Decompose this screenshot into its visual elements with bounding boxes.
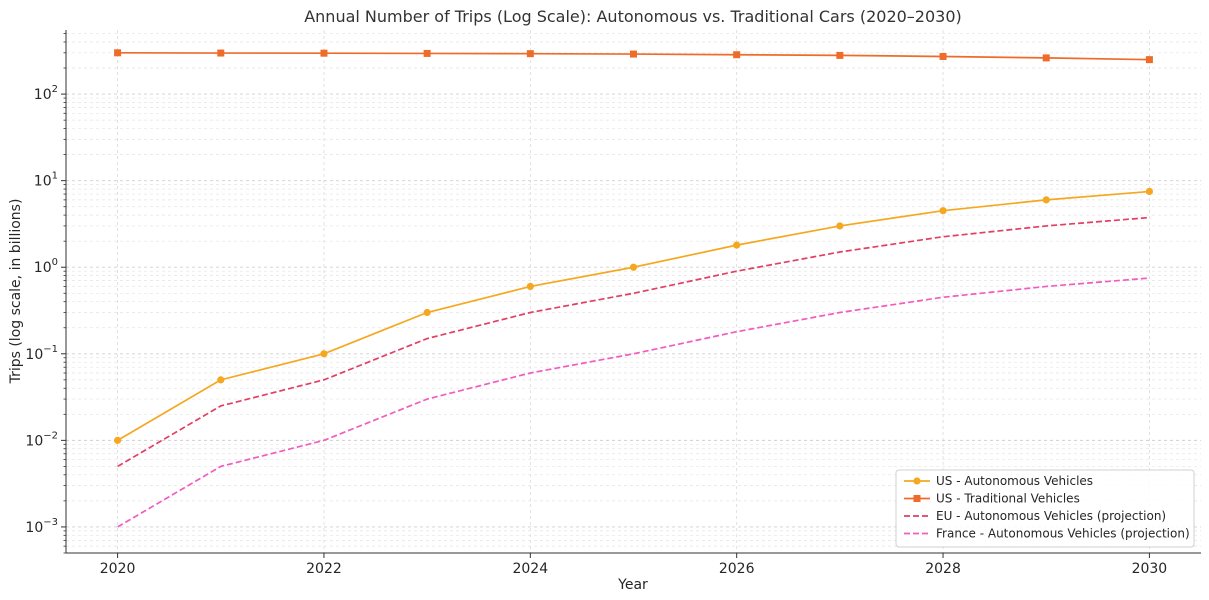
data-point [836, 222, 844, 230]
legend-label: France - Autonomous Vehicles (projection… [936, 527, 1190, 541]
y-axis-title: Trips (log scale, in billions) [8, 199, 24, 385]
legend-label: EU - Autonomous Vehicles (projection) [936, 509, 1166, 523]
y-tick-label: 100 [34, 257, 58, 276]
data-point [526, 282, 534, 291]
data-point [320, 350, 328, 358]
series-line-0 [117, 190, 1150, 442]
data-point [836, 51, 844, 59]
legend: US - Autonomous Vehicles US - Traditional… [895, 469, 1195, 548]
legend-marker [913, 495, 921, 502]
data-point [526, 50, 534, 58]
legend-marker [913, 477, 921, 485]
data-point [423, 308, 431, 317]
y-tick-label: 10−3 [25, 517, 58, 536]
x-tick-label: 2022 [306, 561, 342, 577]
series-layer [113, 49, 1154, 528]
data-point [1042, 196, 1050, 204]
data-point [217, 49, 225, 57]
axes: 2020 2022 2024 2026 2028 2030 10−3 10−2 10−1 100 1… [25, 30, 1201, 577]
series-line-3 [117, 277, 1150, 528]
data-point [114, 49, 122, 57]
data-point [217, 376, 225, 384]
x-axis-title: Year [617, 577, 648, 593]
data-point [939, 207, 947, 215]
data-point [423, 49, 431, 57]
data-point [113, 436, 122, 444]
legend-label: US - Autonomous Vehicles [936, 474, 1093, 488]
y-tick-label: 102 [34, 84, 58, 103]
data-point [733, 241, 741, 249]
x-tick-label: 2030 [1132, 561, 1168, 577]
data-point [1145, 56, 1153, 64]
data-point [733, 51, 741, 59]
data-point [1145, 187, 1154, 196]
legend-label: US - Traditional Vehicles [936, 492, 1080, 506]
data-point [629, 263, 638, 271]
legend-box [895, 469, 1195, 548]
data-point [630, 50, 637, 58]
x-tick-label: 2020 [100, 561, 136, 577]
x-tick-label: 2024 [512, 561, 548, 577]
series-line-2 [117, 216, 1150, 468]
y-tick-label: 10−1 [25, 344, 58, 363]
chart-title: Annual Number of Trips (Log Scale): Auto… [304, 7, 962, 26]
data-point [1042, 54, 1050, 62]
data-point [320, 49, 328, 57]
data-point [939, 52, 947, 60]
y-tick-label: 101 [34, 171, 58, 190]
y-tick-label: 10−2 [25, 430, 58, 449]
x-tick-label: 2026 [719, 561, 755, 577]
x-tick-label: 2028 [925, 561, 961, 577]
